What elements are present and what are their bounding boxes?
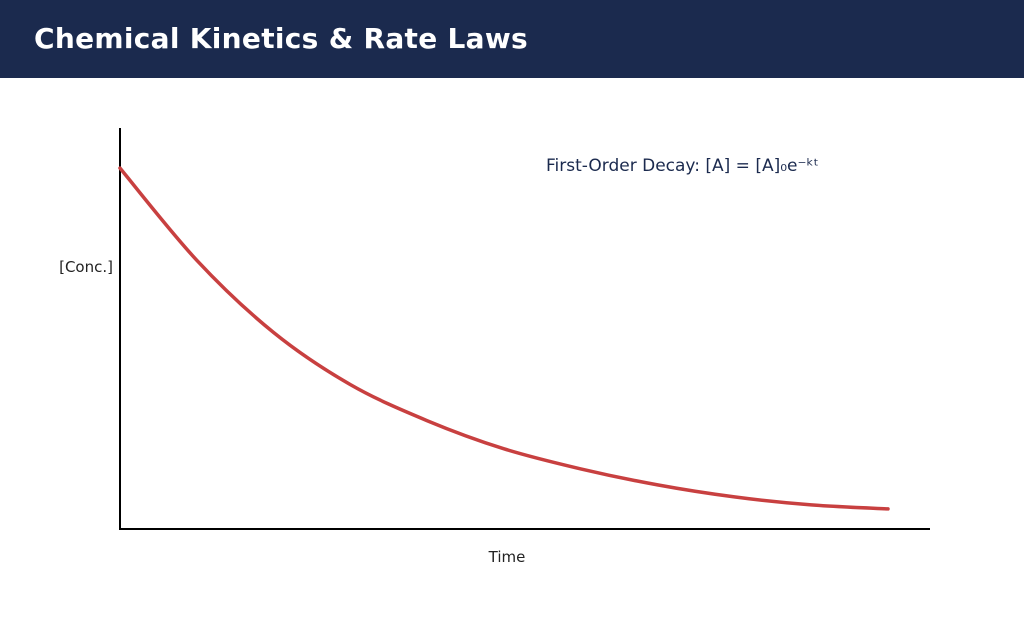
header-bar: Chemical Kinetics & Rate Laws <box>0 0 1024 78</box>
y-axis-label: [Conc.] <box>59 258 113 276</box>
x-axis-label: Time <box>488 548 526 566</box>
page-title: Chemical Kinetics & Rate Laws <box>34 22 529 55</box>
formula-annotation: First-Order Decay: [A] = [A]₀e⁻ᵏᵗ <box>546 156 819 176</box>
decay-curve <box>118 166 890 511</box>
